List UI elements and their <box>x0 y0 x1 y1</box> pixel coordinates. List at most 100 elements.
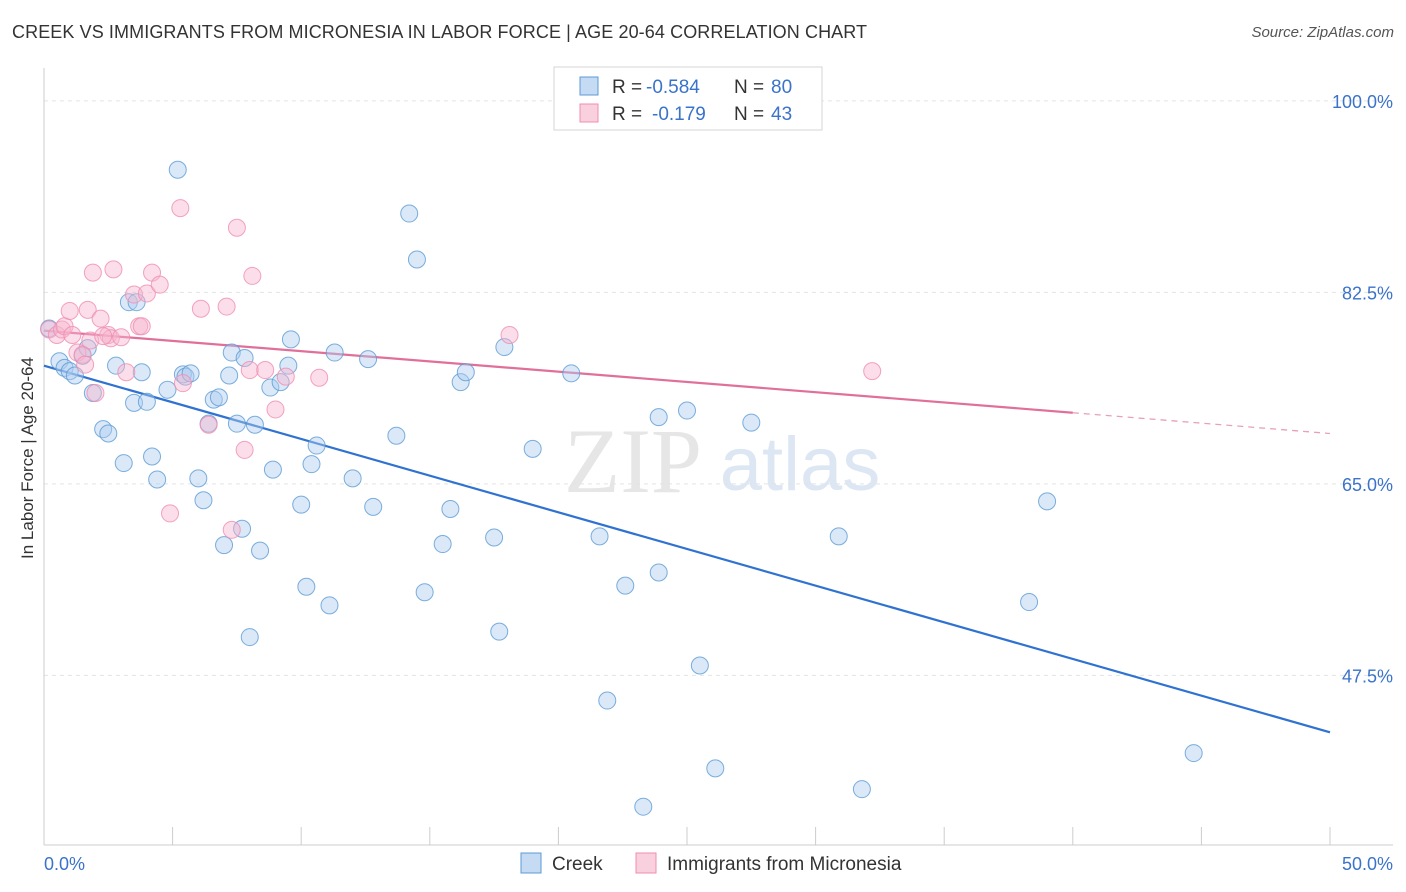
y-tick-label: 65.0% <box>1342 475 1393 495</box>
tick-labels: 100.0% 82.5% 65.0% 47.5% 0.0% 50.0% <box>44 92 1393 874</box>
creek-point <box>65 366 84 385</box>
micronesia-point <box>60 301 79 320</box>
series-legend-swatch-micronesia <box>635 852 657 874</box>
series-legend-label-creek: Creek <box>552 854 603 875</box>
legend-n-value-1: 80 <box>771 77 792 98</box>
creek-point <box>55 358 74 377</box>
creek-point <box>320 596 339 615</box>
micronesia-trend-extension <box>1072 412 1331 435</box>
micronesia-point <box>266 400 285 419</box>
creek-point <box>598 691 617 710</box>
creek-point <box>99 424 118 443</box>
micronesia-point <box>125 285 144 304</box>
data-points <box>40 160 1203 816</box>
creek-point <box>415 583 434 602</box>
creek-point <box>690 656 709 675</box>
micronesia-point <box>243 266 262 285</box>
creek-point <box>302 455 321 474</box>
legend-r-label-1: R = <box>612 77 642 98</box>
creek-point <box>562 364 581 383</box>
creek-point <box>271 373 290 392</box>
creek-point <box>158 380 177 399</box>
creek-point <box>829 527 848 546</box>
micronesia-point <box>256 361 275 380</box>
creek-point <box>490 622 509 641</box>
creek-point <box>678 401 696 420</box>
creek-point <box>281 330 300 349</box>
creek-point <box>181 364 200 383</box>
creek-point <box>251 541 270 560</box>
legend-n-label-2: N = <box>734 104 764 125</box>
creek-point <box>343 469 362 488</box>
creek-point <box>1020 593 1039 612</box>
gridlines <box>44 100 1393 676</box>
creek-point <box>125 393 144 412</box>
creek-point <box>400 204 419 223</box>
x-tick-label-min: 0.0% <box>44 854 85 874</box>
creek-point <box>649 563 668 582</box>
creek-point <box>433 535 452 554</box>
micronesia-point <box>117 363 136 382</box>
creek-point <box>590 527 609 546</box>
micronesia-point <box>173 374 192 393</box>
creek-point <box>194 491 213 510</box>
creek-point <box>279 356 298 375</box>
watermark-atlas: atlas <box>720 422 881 507</box>
micronesia-point <box>78 300 97 319</box>
creek-point <box>168 160 187 179</box>
creek-point <box>143 447 162 466</box>
creek-point <box>742 413 761 432</box>
creek-trend-line <box>43 364 1331 734</box>
micronesia-point <box>132 317 151 336</box>
micronesia-point <box>199 415 218 434</box>
creek-point <box>649 408 668 427</box>
micronesia-point <box>191 299 210 318</box>
creek-point <box>227 414 246 433</box>
y-tick-label: 82.5% <box>1342 283 1393 303</box>
creek-point <box>387 426 406 445</box>
creek-point <box>495 338 514 357</box>
micronesia-point <box>150 275 169 294</box>
creek-point <box>107 356 126 375</box>
creek-point <box>1038 492 1057 511</box>
creek-point <box>240 628 259 647</box>
micronesia-point <box>310 368 329 387</box>
y-tick-label: 47.5% <box>1342 666 1393 686</box>
micronesia-point <box>276 367 295 386</box>
creek-point <box>407 250 426 269</box>
creek-point <box>852 780 871 799</box>
micronesia-point <box>83 263 102 282</box>
creek-point <box>523 439 542 458</box>
creek-point <box>132 363 151 382</box>
creek-point <box>137 392 156 411</box>
micronesia-point <box>222 520 241 539</box>
legend-swatch-micronesia <box>579 103 599 123</box>
micronesia-point <box>53 320 72 339</box>
creek-point <box>235 349 254 368</box>
micronesia-trend-line <box>43 329 1073 414</box>
creek-point <box>706 759 725 778</box>
creek-point <box>114 454 133 473</box>
micronesia-point <box>240 361 259 380</box>
creek-point <box>215 536 234 555</box>
creek-point <box>189 469 208 488</box>
legend-r-value-2: -0.179 <box>652 104 706 125</box>
creek-point <box>634 797 653 816</box>
micronesia-point <box>137 284 156 303</box>
watermark: ZIP atlas <box>564 410 880 512</box>
legend-r-value-1: -0.584 <box>646 77 700 98</box>
trend-lines <box>43 329 1331 734</box>
watermark-zip: ZIP <box>564 410 702 512</box>
creek-point <box>456 363 475 382</box>
series-legend: Creek Immigrants from Micronesia <box>520 852 902 875</box>
legend-swatch-creek <box>579 76 599 96</box>
legend-r-label-2: R = <box>612 104 642 125</box>
creek-point <box>297 577 316 596</box>
creek-point <box>451 373 470 392</box>
creek-point <box>292 495 311 514</box>
creek-point <box>441 500 460 519</box>
creek-point <box>209 388 228 407</box>
micronesia-point <box>112 328 131 347</box>
axes <box>43 68 1393 846</box>
